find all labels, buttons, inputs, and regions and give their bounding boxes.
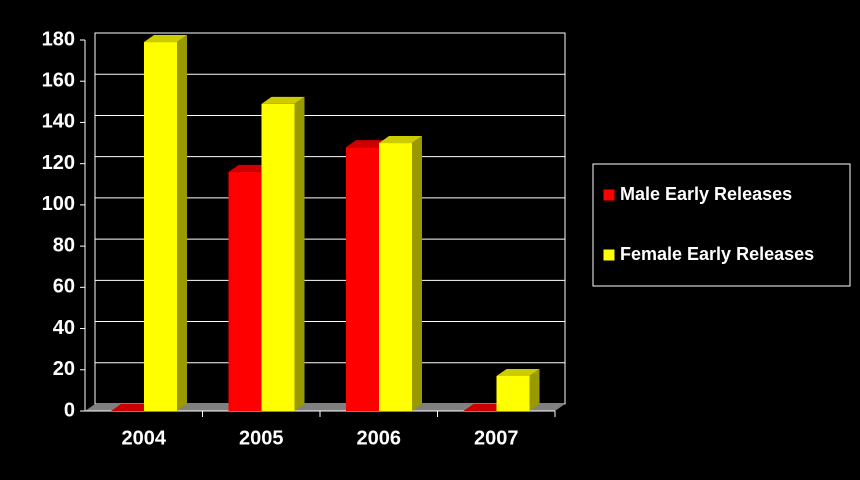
y-tick-label: 0 bbox=[64, 399, 75, 421]
legend-label: Female Early Releases bbox=[620, 244, 814, 264]
bar bbox=[346, 147, 379, 411]
bar-top bbox=[346, 140, 389, 148]
bar-top bbox=[463, 404, 507, 411]
bar-top bbox=[496, 368, 540, 376]
bar bbox=[496, 375, 530, 411]
bar bbox=[228, 171, 262, 411]
y-tick-label: 60 bbox=[53, 276, 75, 298]
y-tick-label: 40 bbox=[53, 317, 75, 339]
y-tick-label: 120 bbox=[42, 152, 75, 174]
legend-swatch bbox=[602, 188, 616, 202]
x-tick-label: 2007 bbox=[474, 427, 519, 449]
bar-top bbox=[111, 404, 154, 411]
bar bbox=[379, 143, 412, 412]
y-tick-label: 100 bbox=[42, 193, 75, 215]
legend-label: Male Early Releases bbox=[620, 184, 792, 204]
floor bbox=[85, 404, 565, 411]
bar bbox=[144, 42, 177, 412]
bar-side bbox=[294, 96, 305, 412]
bar-top bbox=[144, 35, 187, 43]
legend-swatch bbox=[602, 248, 616, 262]
y-tick-label: 80 bbox=[53, 234, 75, 256]
legend-box bbox=[592, 163, 851, 287]
bar-side bbox=[412, 136, 422, 412]
y-tick-label: 160 bbox=[42, 70, 75, 92]
bar-top bbox=[228, 164, 272, 172]
bar-top bbox=[379, 136, 422, 144]
bar-top bbox=[261, 96, 305, 104]
x-tick-label: 2005 bbox=[239, 427, 284, 449]
bar-side bbox=[177, 35, 187, 412]
x-tick-label: 2006 bbox=[357, 427, 402, 449]
bar bbox=[261, 103, 295, 412]
y-tick-label: 20 bbox=[53, 358, 75, 380]
bar-side bbox=[529, 368, 540, 411]
y-tick-label: 140 bbox=[42, 111, 75, 133]
x-tick-label: 2004 bbox=[122, 427, 167, 449]
y-tick-label: 180 bbox=[42, 28, 75, 50]
